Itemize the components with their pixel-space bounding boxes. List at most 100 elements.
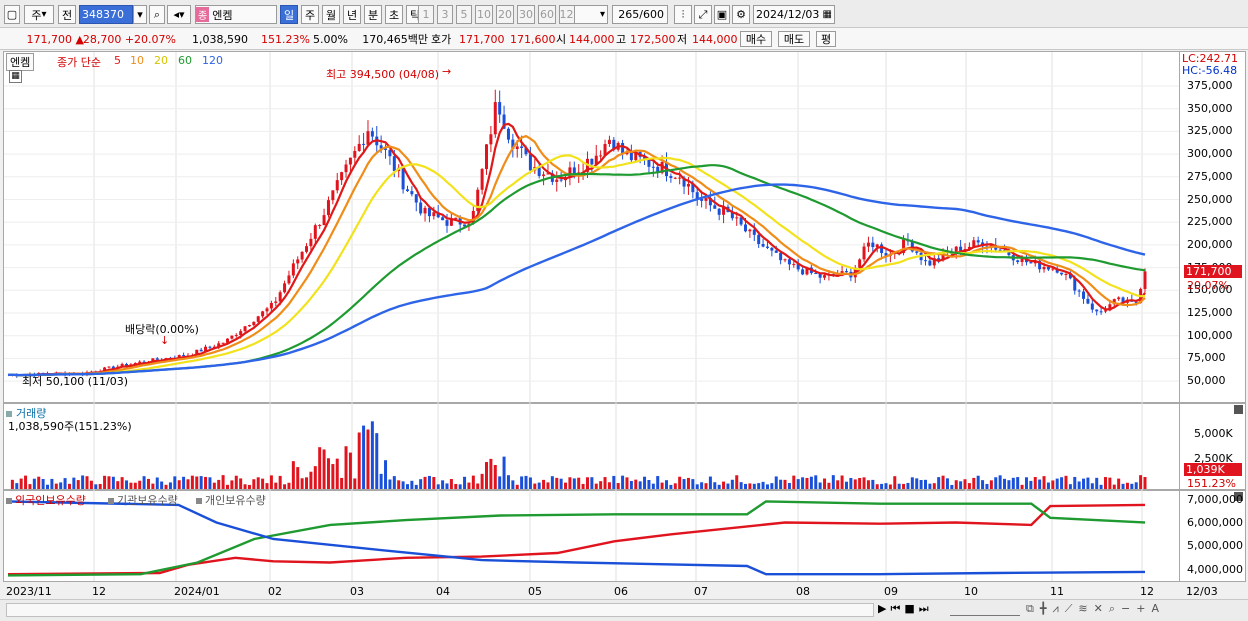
candle-body xyxy=(506,128,510,140)
volume-bar xyxy=(432,476,436,489)
bottom-toolbar: ▶ ⏮ ■ ⏭ ⧉ ╋ ⩘ ⟋ ≋ ✕ ⌕ − + A xyxy=(0,599,1248,621)
candle-body xyxy=(340,172,344,181)
volume-bar xyxy=(46,484,50,489)
volume-bar xyxy=(1121,483,1125,489)
buy-button[interactable]: 매수 xyxy=(740,31,772,47)
prev-button[interactable]: 전 xyxy=(58,5,76,24)
minute-tab[interactable]: 10 xyxy=(475,5,493,24)
eval-button[interactable]: 평 xyxy=(816,31,836,47)
period-tab[interactable]: 월 xyxy=(322,5,340,24)
volume-bar xyxy=(370,421,374,489)
candle-body xyxy=(261,311,265,317)
period-tab[interactable]: 분 xyxy=(364,5,382,24)
minute-tab[interactable]: 5 xyxy=(456,5,472,24)
speaker-icon[interactable]: ◂▾ xyxy=(167,5,191,24)
candle-body xyxy=(291,263,295,276)
market-select[interactable]: 주 ▾ xyxy=(24,5,54,24)
candle-body xyxy=(1143,271,1147,289)
minute-tab[interactable]: 20 xyxy=(496,5,514,24)
grid-icon[interactable]: ▦ xyxy=(9,70,22,83)
line-tool-icon[interactable]: ⤢ xyxy=(694,5,712,24)
stock-code-input[interactable]: 348370 xyxy=(79,5,133,24)
zoom-slider[interactable] xyxy=(950,603,1020,616)
candle-body xyxy=(208,346,212,348)
period-tab[interactable]: 초 xyxy=(385,5,403,24)
holdings-pane[interactable] xyxy=(3,490,1180,582)
pane-stock-label[interactable]: 엔켐 xyxy=(6,53,35,71)
ma-legend-item[interactable]: 60 xyxy=(178,54,192,67)
period-tab[interactable]: 일 xyxy=(280,5,298,24)
save-icon[interactable]: ▣ xyxy=(714,5,730,24)
candle-body xyxy=(796,264,800,270)
volume-bar xyxy=(1068,484,1072,489)
ma-legend-item[interactable]: 120 xyxy=(202,54,223,67)
candle-body xyxy=(902,239,906,253)
candle-body xyxy=(296,259,300,264)
date-field[interactable]: 2024/12/03 ▦ xyxy=(753,5,835,24)
forward-icon[interactable]: ⏭ xyxy=(918,602,929,615)
volume-bar xyxy=(37,476,41,489)
horizontal-scrollbar[interactable] xyxy=(6,603,874,617)
volume-bar xyxy=(1038,479,1042,489)
rewind-icon[interactable]: ⏮ xyxy=(890,602,901,615)
holdings-legend-item[interactable]: 개인보유수량 xyxy=(196,492,266,508)
unit-dropdown[interactable]: ▾ xyxy=(574,5,608,24)
gear-icon[interactable]: ⚙ xyxy=(732,5,750,24)
high-arrow-icon: → xyxy=(442,65,452,78)
cross-icon[interactable]: ✕ xyxy=(1093,602,1103,615)
x-axis-label: 2024/01 xyxy=(174,585,220,598)
ma-legend-item[interactable]: 10 xyxy=(130,54,144,67)
candle-body xyxy=(792,264,796,266)
sell-button[interactable]: 매도 xyxy=(778,31,810,47)
minute-tab[interactable]: 60 xyxy=(538,5,556,24)
measure-icon[interactable]: ⩘ xyxy=(1052,602,1059,615)
candle-body xyxy=(717,208,721,215)
candle-body xyxy=(362,143,366,145)
candle-icon[interactable]: ⫶ xyxy=(674,5,692,24)
count-field[interactable]: 265/600 xyxy=(612,5,668,24)
ma-legend-title: 종가 단순 xyxy=(57,56,101,69)
minute-tab[interactable]: 30 xyxy=(517,5,535,24)
auto-icon[interactable]: A xyxy=(1151,602,1159,615)
ma-legend-item[interactable]: 5 xyxy=(114,54,121,67)
play-icon[interactable]: ▶ xyxy=(878,602,887,615)
price-tick: 275,000 xyxy=(1187,169,1233,183)
compare-icon[interactable]: ⧉ xyxy=(1026,602,1034,615)
candle-body xyxy=(432,212,436,217)
ma-legend-item[interactable]: 20 xyxy=(154,54,168,67)
candle-body xyxy=(744,224,748,232)
zoom-icon[interactable]: ⌕ xyxy=(1108,602,1116,615)
volume-bar xyxy=(1020,484,1024,489)
fibo-icon[interactable]: ≋ xyxy=(1078,602,1088,615)
candle-body xyxy=(722,206,726,215)
holdings-legend-label: 외국인보유수량 xyxy=(15,494,86,507)
close-pane-icon[interactable] xyxy=(1234,405,1243,414)
holdings-legend-item[interactable]: 외국인보유수량 xyxy=(6,492,86,508)
plus-icon[interactable]: + xyxy=(1136,602,1146,615)
candle-body xyxy=(572,167,576,176)
crosshair-icon[interactable]: ╋ xyxy=(1039,602,1047,615)
price-pane[interactable] xyxy=(3,51,1180,403)
volume-pane[interactable] xyxy=(3,403,1180,490)
period-tab[interactable]: 주 xyxy=(301,5,319,24)
volume-bar xyxy=(590,477,594,489)
minute-tab[interactable]: 1 xyxy=(418,5,434,24)
window-icon[interactable]: ▢ xyxy=(4,5,20,24)
candle-body xyxy=(1068,274,1072,279)
holdings-legend-item[interactable]: 기관보유수량 xyxy=(108,492,178,508)
minus-icon[interactable]: − xyxy=(1121,602,1131,615)
stock-name-field[interactable]: 종 엔켐 xyxy=(195,5,277,24)
trend-icon[interactable]: ⟋ xyxy=(1064,602,1073,615)
stop-icon[interactable]: ■ xyxy=(904,602,915,615)
volume-bar xyxy=(384,460,388,489)
period-tab[interactable]: 년 xyxy=(343,5,361,24)
candle-body xyxy=(195,349,199,356)
volume-bar xyxy=(713,482,717,489)
search-icon[interactable]: ⌕ xyxy=(149,5,165,24)
close-pane-icon[interactable] xyxy=(1234,492,1243,501)
minute-tab[interactable]: 3 xyxy=(437,5,453,24)
code-dropdown-icon[interactable]: ▾ xyxy=(133,5,147,24)
change-info: 28,700 +20.07% xyxy=(82,32,176,46)
candle-body xyxy=(405,189,409,192)
